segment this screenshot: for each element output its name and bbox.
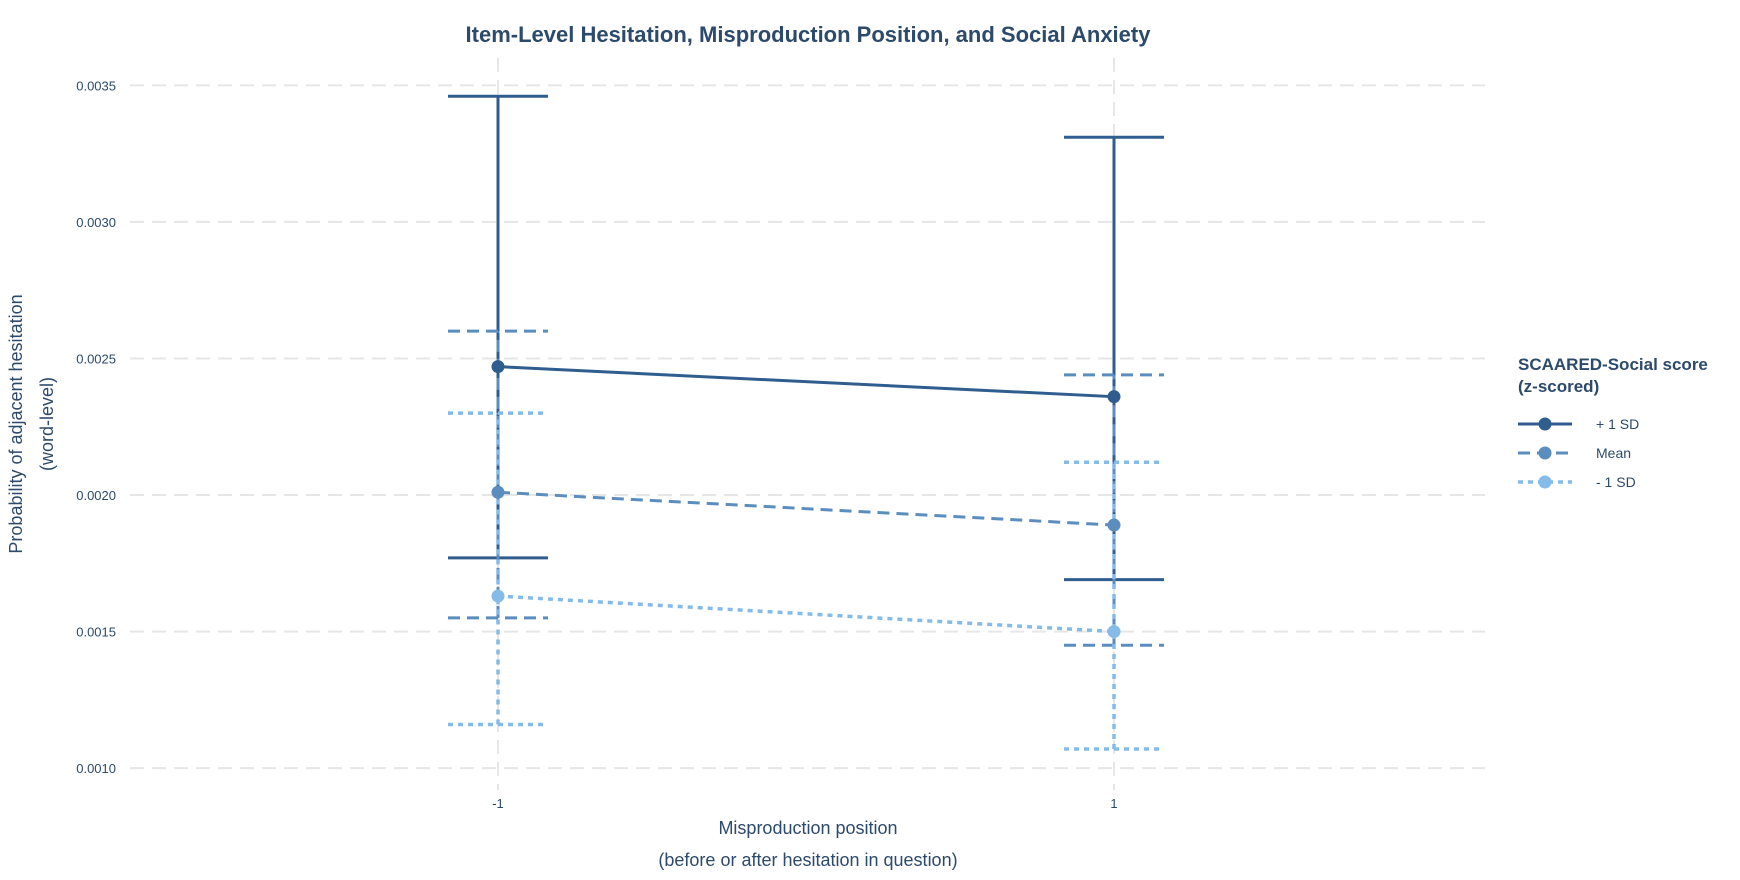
y-tick-label: 0.0030 [76,215,116,230]
chart-title: Item-Level Hesitation, Misproduction Pos… [466,22,1152,47]
series-line [497,594,1115,634]
x-axis-subtitle: (before or after hesitation in question) [658,850,957,870]
legend-key-point [1538,417,1552,431]
grid-layer [130,58,1485,790]
legend-key-point [1538,446,1552,460]
y-axis-ticks: 0.0010 0.0015 0.0020 0.0025 0.0030 0.0035 [76,78,116,776]
y-axis-title: Probability of adjacent hesitation [6,294,26,553]
data-point [1107,518,1121,532]
y-tick-label: 0.0010 [76,761,116,776]
y-tick-label: 0.0035 [76,78,116,93]
series-line [497,365,1115,399]
legend-label: - 1 SD [1596,474,1636,490]
data-point [1107,625,1121,639]
legend-subtitle: (z-scored) [1518,377,1599,396]
series-line [497,490,1115,527]
legend-label: + 1 SD [1596,416,1639,432]
data-point [1107,390,1121,404]
legend-key-point [1538,475,1552,489]
y-axis-subtitle: (word-level) [37,377,57,471]
legend-items: + 1 SD Mean - 1 SD [1518,416,1639,490]
data-point [491,360,505,374]
x-axis-ticks: -1 1 [492,796,1117,811]
legend: SCAARED-Social score (z-scored) + 1 SD Me… [1518,355,1708,490]
x-tick-label: -1 [492,796,504,811]
y-tick-label: 0.0025 [76,351,116,366]
legend-title: SCAARED-Social score [1518,355,1708,374]
y-tick-label: 0.0015 [76,625,116,640]
errorbar-layer [448,94,1164,751]
data-point [491,485,505,499]
x-axis-title: Misproduction position [718,818,897,838]
line-layer [497,365,1115,634]
point-layer [491,360,1121,639]
data-point [491,589,505,603]
y-tick-label: 0.0020 [76,488,116,503]
x-tick-label: 1 [1110,796,1117,811]
legend-label: Mean [1596,445,1631,461]
